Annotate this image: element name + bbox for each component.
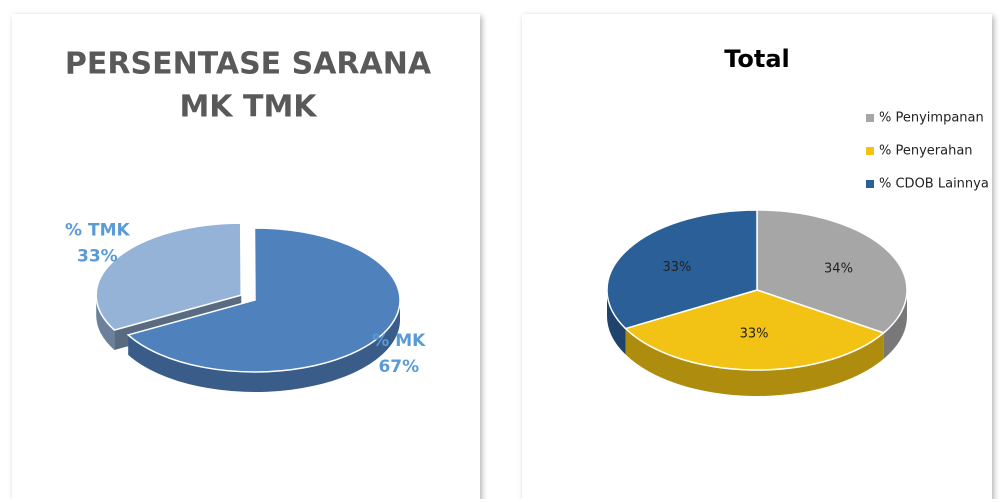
slice-category: % TMK xyxy=(65,220,130,240)
slice-label: 67% xyxy=(378,357,419,377)
slice-label: 34% xyxy=(824,261,853,276)
legend-swatch xyxy=(866,114,874,122)
chart-title: Total xyxy=(724,45,790,73)
legend-swatch xyxy=(866,180,874,188)
pie-slice xyxy=(606,209,758,330)
panel xyxy=(12,14,480,503)
legend-label: % CDOB Lainnya xyxy=(879,177,989,192)
slice-label: 33% xyxy=(662,260,691,275)
legend-label: % Penyimpanan xyxy=(879,111,984,126)
slice-side xyxy=(883,290,907,359)
legend-label: % Penyerahan xyxy=(879,144,973,159)
slice-side xyxy=(625,328,884,397)
slice-label: 33% xyxy=(740,326,769,341)
chart-title: MK TMK xyxy=(179,90,318,125)
pie-slice xyxy=(95,222,242,331)
legend-swatch xyxy=(866,147,874,155)
slice-side xyxy=(96,295,115,351)
slice-label: 33% xyxy=(77,246,118,266)
slice-category: % MK xyxy=(372,331,426,351)
slice-side xyxy=(128,300,400,393)
slice-side xyxy=(607,290,626,355)
chart-title: PERSENTASE SARANA xyxy=(65,47,432,82)
pie-slice xyxy=(126,227,401,373)
